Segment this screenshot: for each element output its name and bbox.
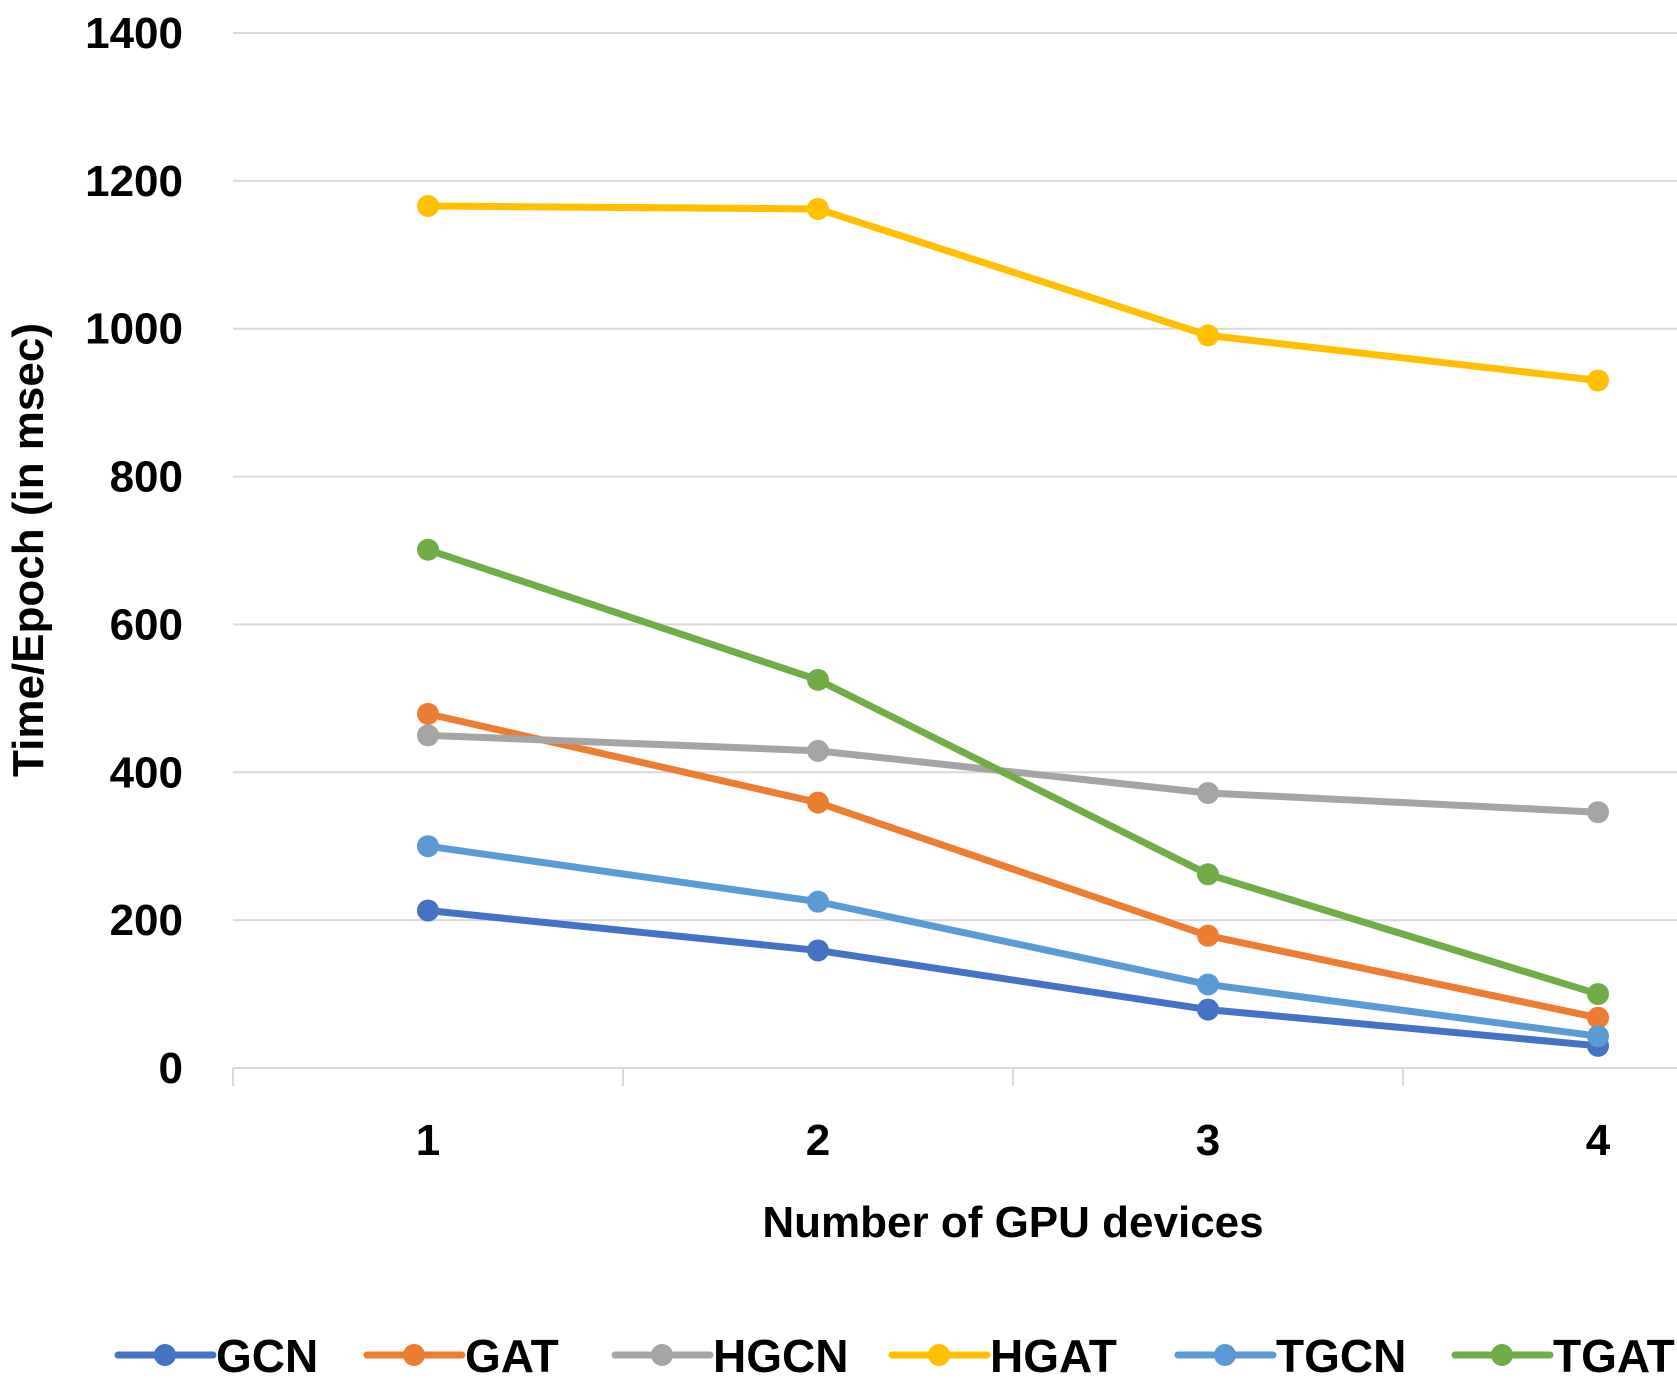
legend-item-tgat: TGAT <box>1451 1330 1675 1382</box>
data-point-tgat <box>807 668 829 691</box>
y-tick-label: 400 <box>110 748 183 797</box>
data-point-hgcn <box>1197 781 1219 804</box>
data-point-tgcn <box>417 835 439 858</box>
data-point-gcn <box>1197 998 1219 1021</box>
y-tick-label: 1400 <box>85 9 183 58</box>
legend-marker <box>403 1344 425 1366</box>
data-point-gcn <box>417 899 439 922</box>
series-line-tgat <box>424 546 1602 998</box>
data-point-hgat <box>807 197 829 220</box>
data-point-tgat <box>1197 863 1219 886</box>
legend-item-tgcn: TGCN <box>1174 1330 1406 1382</box>
legend-label: TGCN <box>1276 1330 1406 1382</box>
data-point-gat <box>1587 1006 1609 1029</box>
legend-item-hgat: HGAT <box>888 1330 1117 1382</box>
x-tick-label: 4 <box>1586 1116 1611 1165</box>
series-line-tgcn <box>424 842 1602 1040</box>
series-lines <box>417 194 1609 1057</box>
x-tick-label: 1 <box>416 1116 440 1165</box>
data-point-hgcn <box>417 724 439 747</box>
x-tick-label: 3 <box>1196 1116 1220 1165</box>
data-point-tgcn <box>1587 1025 1609 1048</box>
x-tick-label: 2 <box>806 1116 830 1165</box>
series-tgat <box>417 538 1609 1006</box>
legend-label: GAT <box>465 1330 559 1382</box>
y-tick-label: 1000 <box>85 305 183 354</box>
axis-labels: Number of GPU devices Time/Epoch (in mse… <box>4 9 1611 1247</box>
data-point-tgcn <box>1197 973 1219 996</box>
legend-marker <box>928 1344 950 1366</box>
data-point-hgat <box>1197 324 1219 347</box>
data-point-hgat <box>1587 369 1609 392</box>
legend-label: HGAT <box>990 1330 1117 1382</box>
series-gcn <box>417 899 1609 1057</box>
series-line-hgcn <box>424 731 1602 816</box>
data-point-tgat <box>1587 983 1609 1006</box>
y-tick-label: 200 <box>110 896 183 945</box>
data-point-tgcn <box>807 890 829 913</box>
gridlines <box>233 32 1677 922</box>
legend-label: HGCN <box>713 1330 848 1382</box>
y-axis-title: Time/Epoch (in msec) <box>4 323 53 777</box>
legend-marker <box>1491 1344 1513 1366</box>
series-line-gat <box>424 710 1602 1022</box>
y-tick-label: 1200 <box>85 157 183 206</box>
y-tick-label: 600 <box>110 600 183 649</box>
series-gat <box>417 702 1609 1029</box>
legend-item-gat: GAT <box>363 1330 559 1382</box>
legend-item-hgcn: HGCN <box>611 1330 848 1382</box>
series-line-hgat <box>424 202 1602 384</box>
y-tick-label: 800 <box>110 453 183 502</box>
data-point-tgat <box>417 538 439 561</box>
x-axis-title: Number of GPU devices <box>762 1198 1263 1247</box>
data-point-hgcn <box>807 739 829 762</box>
series-line-gcn <box>424 907 1602 1050</box>
series-tgcn <box>417 835 1609 1048</box>
data-point-gat <box>1197 924 1219 947</box>
series-hgat <box>417 194 1609 392</box>
series-hgcn <box>417 724 1609 824</box>
data-point-hgat <box>417 194 439 217</box>
data-point-gcn <box>807 939 829 962</box>
legend-marker <box>1214 1344 1236 1366</box>
data-point-hgcn <box>1587 801 1609 824</box>
data-point-gat <box>807 791 829 814</box>
data-point-gat <box>417 702 439 725</box>
legend-marker <box>651 1344 673 1366</box>
legend-item-gcn: GCN <box>114 1330 318 1382</box>
legend-label: TGAT <box>1553 1330 1675 1382</box>
y-tick-label: 0 <box>159 1044 183 1093</box>
axes <box>232 1067 1677 1086</box>
legend-marker <box>154 1344 176 1366</box>
legend-label: GCN <box>216 1330 318 1382</box>
legend: GCN GAT HGCN HGAT TGCN TGAT <box>114 1330 1675 1382</box>
